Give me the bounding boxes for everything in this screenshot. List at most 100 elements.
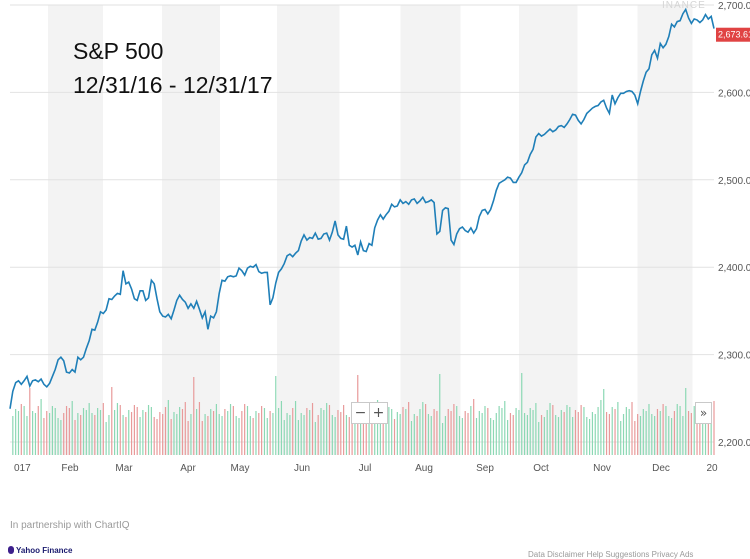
volume-bar	[656, 409, 659, 455]
volume-bar	[105, 422, 107, 455]
scroll-right-button[interactable]: »	[695, 402, 712, 424]
volume-bar	[23, 406, 25, 455]
volume-bar	[48, 413, 51, 455]
volume-bar	[597, 407, 599, 455]
volume-bar	[447, 409, 449, 455]
volume-bar	[17, 411, 20, 455]
x-tick-label: Jul	[359, 463, 372, 474]
volume-bar	[292, 408, 294, 455]
volume-bar	[108, 415, 110, 455]
volume-bar	[227, 411, 229, 455]
yahoo-finance-watermark: INANCE	[662, 0, 706, 11]
volume-bar	[235, 416, 237, 455]
volume-bar	[77, 413, 79, 455]
volume-bar	[368, 412, 370, 455]
volume-bar	[702, 411, 704, 455]
volume-bar	[408, 402, 410, 455]
y-axis-labels: 2,200.000 2,300.000 2,400.000 2,500.000 2,60…	[718, 1, 750, 449]
volume-bar	[704, 413, 707, 455]
volume-bar	[538, 422, 540, 455]
volume-bar	[379, 419, 381, 455]
volume-bar	[504, 401, 506, 455]
volume-bar	[277, 408, 280, 455]
volume-bar	[181, 409, 184, 455]
month-band	[637, 5, 693, 455]
volume-bar	[458, 416, 461, 455]
month-band	[48, 5, 103, 455]
volume-bar	[249, 416, 251, 455]
volume-bars	[12, 373, 715, 455]
volume-bar	[572, 417, 574, 455]
volume-bar	[439, 374, 441, 455]
zoom-out-button[interactable]: −	[351, 402, 370, 424]
x-tick-label: Mar	[115, 463, 133, 474]
volume-bar	[196, 409, 198, 455]
volume-bar	[198, 402, 201, 455]
last-price-label: 2,673.610	[718, 30, 750, 40]
footer-links[interactable]: Data Disclaimer Help Suggestions Privacy…	[528, 550, 694, 559]
y-tick-label: 2,600.000	[718, 88, 750, 99]
volume-bar	[139, 417, 141, 455]
volume-bar	[427, 414, 430, 455]
volume-bar	[164, 407, 167, 455]
volume-bar	[507, 420, 509, 455]
y-tick-label: 2,300.000	[718, 351, 750, 362]
volume-bar	[221, 416, 223, 455]
volume-bar	[654, 416, 656, 455]
volume-bar	[662, 404, 664, 455]
last-price-tag: 2,673.610	[716, 27, 750, 42]
volume-bar	[263, 408, 266, 455]
y-tick-label: 2,200.000	[718, 438, 750, 449]
y-tick-label: 2,400.000	[718, 263, 750, 274]
price-line	[9, 7, 715, 409]
volume-bar	[707, 406, 709, 455]
month-band	[277, 5, 340, 455]
volume-bar	[97, 408, 99, 455]
volume-bar	[74, 420, 76, 455]
volume-bar	[588, 419, 591, 455]
volume-bar	[696, 408, 698, 455]
x-tick-label: May	[231, 463, 250, 474]
volume-bar	[65, 406, 68, 455]
volume-bar	[557, 417, 560, 455]
volume-bar	[687, 411, 690, 455]
volume-bar	[15, 409, 17, 455]
zoom-in-button[interactable]: +	[369, 402, 388, 424]
volume-bar	[337, 410, 339, 455]
volume-bar	[229, 404, 232, 455]
volume-bar	[142, 410, 144, 455]
volume-bar	[170, 419, 172, 455]
volume-bar	[690, 413, 692, 455]
volume-bar	[670, 418, 673, 455]
volume-bar	[303, 415, 305, 455]
volume-bar	[648, 404, 650, 455]
volume-bar	[591, 412, 594, 455]
volume-bar	[555, 415, 557, 455]
volume-bar	[207, 416, 209, 455]
volume-bar	[60, 420, 62, 455]
volume-bar	[620, 421, 622, 455]
volume-bar	[328, 405, 331, 455]
volume-bar	[473, 399, 475, 455]
volume-bar	[145, 412, 147, 455]
volume-bar	[430, 416, 432, 455]
volume-bar	[323, 410, 325, 455]
x-tick-label: 20	[706, 463, 718, 474]
volume-bar	[128, 410, 130, 455]
volume-bar	[309, 410, 311, 455]
volume-bar	[560, 410, 562, 455]
volume-bar	[639, 416, 642, 455]
volume-bar	[32, 411, 34, 455]
volume-bar	[501, 408, 503, 455]
volume-bar	[600, 400, 602, 455]
volume-bar	[645, 411, 647, 455]
volume-bar	[119, 405, 121, 455]
volume-bar	[391, 409, 393, 455]
volume-bar	[422, 402, 424, 455]
volume-bar	[201, 421, 203, 455]
volume-bar	[311, 403, 314, 455]
volume-bar	[125, 417, 127, 455]
volume-bar	[275, 376, 277, 455]
volume-bar	[314, 422, 316, 455]
